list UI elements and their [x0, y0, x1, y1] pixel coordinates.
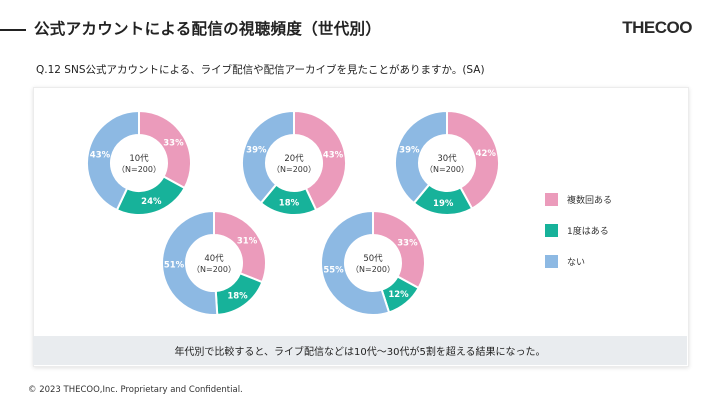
page-title: 公式アカウントによる配信の視聴頻度（世代別）	[34, 20, 382, 38]
donut-1: 33% 24% 43% 10代（N=200）	[86, 109, 192, 216]
summary-text: 年代別で比較すると、ライブ配信などは10代〜30代が5割を超える結果になった。	[174, 347, 546, 358]
donut-2: 43% 18% 39% 20代（N=200）	[241, 109, 347, 216]
slice-label-5-multiple: 33%	[397, 239, 418, 249]
slice-label-5-once: 12%	[388, 290, 409, 300]
legend-label-multiple: 複数回ある	[567, 195, 613, 206]
slice-label-4-once: 18%	[227, 291, 248, 301]
slice-label-1-multiple: 33%	[163, 139, 184, 149]
legend-label-never: ない	[567, 257, 586, 268]
chart-panel: 33% 24% 43% 10代 （N=200） 43% 18% 39% 20代 （N=200） 42…	[33, 87, 689, 367]
legend-item-once: 1度はある	[545, 223, 612, 237]
slice-5-never	[320, 209, 391, 316]
slice-4-never	[161, 209, 219, 316]
title-accent-line	[0, 29, 26, 31]
slice-label-5-never: 55%	[323, 265, 344, 275]
legend-swatch-never	[545, 254, 558, 268]
slice-label-3-multiple: 42%	[476, 149, 497, 159]
donut-center-age-3: 30代	[437, 153, 457, 164]
donut-center-age-2: 20代	[284, 153, 304, 164]
legend-swatch-once	[545, 223, 558, 237]
legend-swatch-multiple	[545, 192, 558, 206]
donut-5: 33% 12% 55% 50代（N=200）	[320, 209, 426, 316]
thecoo-logo: THECOO	[622, 18, 692, 37]
copyright-footer: © 2023 THECOO,Inc. Proprietary and Confi…	[28, 385, 243, 395]
slice-label-1-once: 24%	[141, 197, 162, 207]
summary-bar: 年代別で比較すると、ライブ配信などは10代〜30代が5割を超える結果になった。	[33, 336, 687, 365]
donut-center-n-4: （N=200）	[192, 265, 236, 274]
slice-label-2-once: 18%	[279, 199, 300, 209]
slice-label-3-never: 39%	[399, 145, 420, 155]
donut-center-age-4: 40代	[204, 253, 224, 264]
slice-3-never	[394, 109, 448, 205]
slice-1-once	[115, 175, 186, 216]
slice-label-4-never: 51%	[164, 260, 185, 270]
legend-label-once: 1度はある	[567, 226, 609, 237]
slice-label-4-multiple: 31%	[237, 237, 258, 247]
slice-2-never	[241, 109, 295, 205]
donut-center-n-2: （N=200）	[272, 165, 316, 174]
slice-3-multiple	[446, 109, 500, 210]
donut-4: 31% 18% 51% 40代（N=200）	[161, 209, 267, 316]
slice-1-never	[86, 109, 140, 212]
slice-label-3-once: 19%	[433, 199, 454, 209]
donut-center-n-1: （N=200）	[117, 165, 161, 174]
slice-label-2-never: 39%	[246, 145, 267, 155]
chart-legend: 複数回ある 1度はある ない	[545, 192, 612, 285]
donut-center-age-1: 10代	[129, 153, 149, 164]
donut-3: 42% 19% 39% 30代（N=200）	[394, 109, 500, 216]
survey-question: Q.12 SNS公式アカウントによる、ライブ配信や配信アーカイブを見たことがあり…	[36, 64, 485, 76]
legend-item-multiple: 複数回ある	[545, 192, 612, 206]
legend-item-never: ない	[545, 254, 612, 268]
donut-charts: 33%24%43% 10代（N=200）43%18%39%20代（N=200）42…	[86, 109, 500, 316]
slice-label-1-never: 43%	[90, 150, 111, 160]
donut-center-age-5: 50代	[363, 253, 383, 264]
slice-2-multiple	[293, 109, 347, 212]
donut-center-n-5: （N=200）	[351, 265, 395, 274]
donut-center-n-3: （N=200）	[425, 165, 469, 174]
slice-label-2-multiple: 43%	[323, 150, 344, 160]
